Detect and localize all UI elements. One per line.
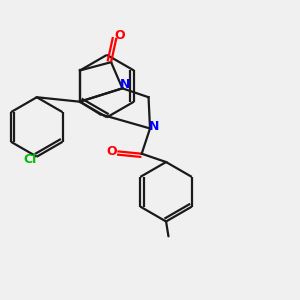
Text: O: O	[106, 145, 117, 158]
Text: N: N	[120, 78, 130, 91]
Text: Cl: Cl	[24, 153, 37, 166]
Text: N: N	[148, 121, 159, 134]
Text: O: O	[114, 29, 125, 42]
